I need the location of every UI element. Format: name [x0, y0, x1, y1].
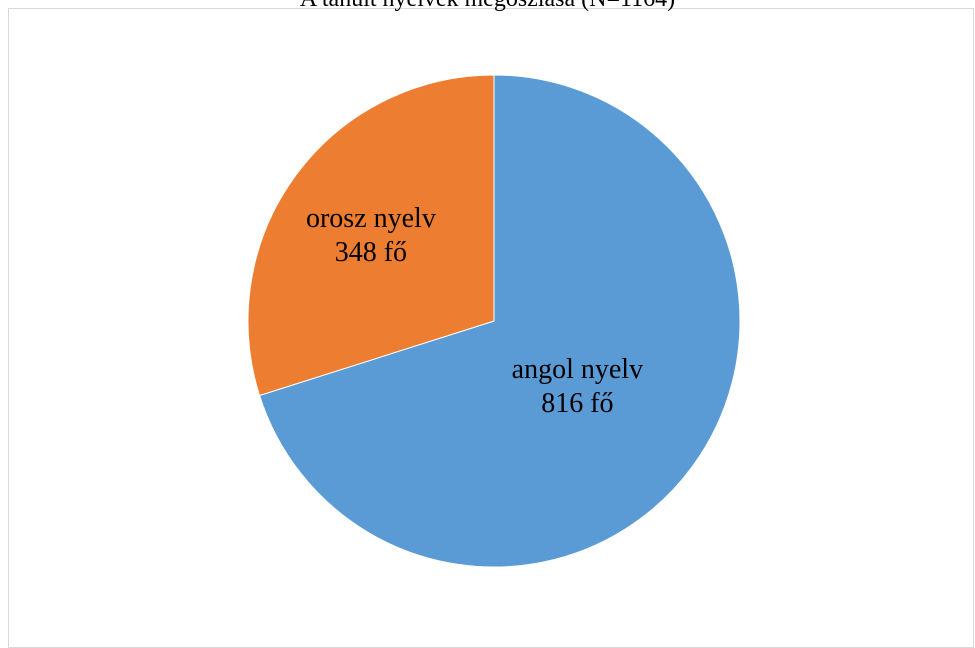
slice-value-label: 816 fő: [541, 388, 613, 419]
pie-slices: [247, 74, 741, 568]
pie-slice-angol: [258, 74, 741, 568]
chart-title: A tanult nyelvek megoszlása (N=1164): [0, 0, 975, 13]
slice-value-label: 348 fő: [335, 237, 407, 268]
slice-label: orosz nyelv: [306, 203, 436, 234]
pie-slice-orosz: [247, 74, 495, 397]
slice-label: angol nyelv: [512, 354, 643, 385]
